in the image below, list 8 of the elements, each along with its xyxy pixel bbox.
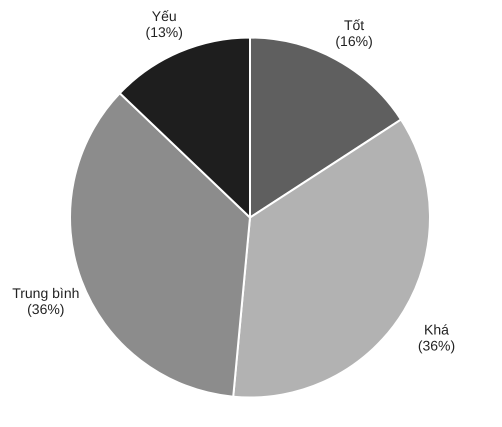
data-label: (36%) <box>27 300 64 317</box>
slice-label: Trung bình <box>12 284 80 301</box>
slice-label: Yếu <box>152 8 177 24</box>
data-label: (16%) <box>335 32 373 49</box>
data-label: (13%) <box>146 24 183 40</box>
data-label: (36%) <box>418 337 456 354</box>
slice-label: Khá <box>424 321 450 338</box>
slice-label: Tốt <box>344 16 364 33</box>
